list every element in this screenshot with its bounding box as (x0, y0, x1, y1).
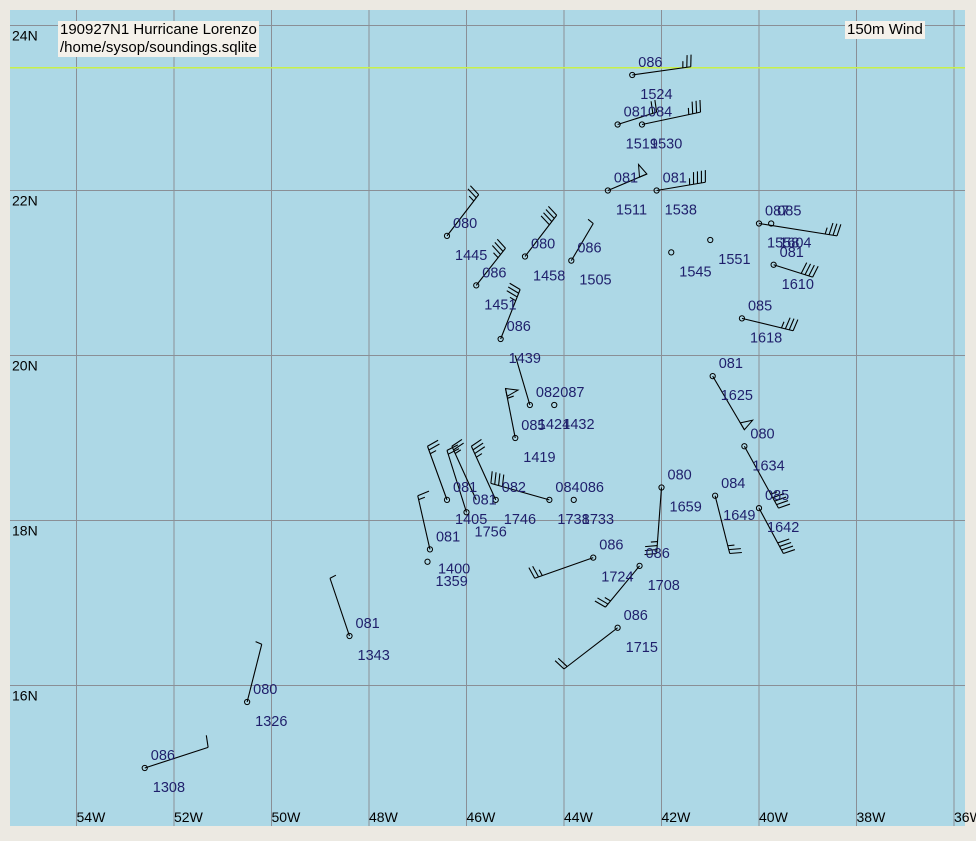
sounding-time-label: 1715 (626, 640, 658, 656)
wind-direction-label: 081 (780, 245, 804, 261)
wind-direction-label: 080 (668, 468, 692, 484)
sounding-time-label: 1432 (562, 417, 594, 433)
data-source-path: /home/sysop/soundings.sqlite (58, 39, 259, 57)
wind-direction-label: 082 (502, 480, 526, 496)
wind-direction-label: 086 (507, 319, 531, 335)
sounding-time-label: 1445 (455, 248, 487, 264)
wind-direction-label: 082 (536, 385, 560, 401)
sounding-time-label: 1343 (358, 648, 390, 664)
sounding-time-label: 1458 (533, 269, 565, 285)
sounding-time-label: 1524 (640, 87, 672, 103)
wind-direction-label: 085 (777, 204, 801, 220)
sounding-time-label: 1551 (718, 252, 750, 268)
sounding-time-label: 1746 (504, 512, 536, 528)
wind-direction-label: 081 (436, 529, 460, 545)
longitude-label: 36W (954, 809, 976, 825)
wind-direction-label: 087 (560, 385, 584, 401)
wind-direction-label: 086 (577, 241, 601, 257)
wind-direction-label: 081 (473, 492, 497, 508)
sounding-time-label: 1642 (767, 520, 799, 536)
storm-title: 190927N1 Hurricane Lorenzo (58, 21, 259, 39)
wind-direction-label: 081 (356, 616, 380, 632)
barb-full (700, 100, 701, 112)
wind-direction-label: 081 (614, 171, 638, 187)
wind-direction-label: 084 (555, 480, 579, 496)
sounding-time-label: 1649 (723, 508, 755, 524)
wind-direction-label: 081 (719, 356, 743, 372)
barb-full (692, 102, 693, 114)
wind-direction-label: 080 (750, 426, 774, 442)
sounding-time-label: 1511 (616, 203, 647, 219)
sounding-time-label: 1538 (665, 203, 697, 219)
ocean-area (10, 10, 965, 826)
sounding-time-label: 1659 (670, 500, 702, 516)
wind-direction-label: 086 (624, 608, 648, 624)
longitude-label: 40W (759, 809, 789, 825)
sounding-time-label: 1738 (557, 512, 589, 528)
latitude-label: 24N (12, 28, 38, 44)
longitude-label: 46W (467, 809, 497, 825)
wind-direction-label: 086 (599, 538, 623, 554)
sounding-time-label: 1439 (509, 351, 541, 367)
sounding-time-label: 1505 (579, 273, 611, 289)
latitude-label: 16N (12, 688, 38, 704)
wind-direction-label: 085 (748, 298, 772, 314)
sounding-time-label: 1724 (601, 570, 633, 586)
sounding-time-label: 1530 (650, 137, 682, 153)
latitude-label: 20N (12, 358, 38, 374)
latitude-label: 18N (12, 523, 38, 539)
wind-direction-label: 081 (663, 171, 687, 187)
wind-direction-label: 086 (151, 748, 175, 764)
level-label: 150m Wind (845, 21, 925, 39)
barb-half (651, 542, 658, 543)
sounding-time-label: 1708 (648, 578, 680, 594)
sounding-time-label: 1308 (153, 780, 185, 796)
wind-direction-label: 080 (453, 216, 477, 232)
wind-direction-label: 086 (638, 55, 662, 71)
longitude-label: 44W (564, 809, 594, 825)
wind-direction-label: 086 (482, 265, 506, 281)
wind-direction-label: 086 (646, 546, 670, 562)
wind-direction-label: 084 (721, 476, 745, 492)
sounding-time-label: 1545 (679, 264, 711, 280)
barb-full (696, 101, 697, 113)
sounding-time-label: 1610 (782, 277, 814, 293)
wind-direction-label: 085 (765, 488, 789, 504)
sounding-time-label: 1625 (721, 388, 753, 404)
sounding-time-label: 1400 (438, 561, 470, 577)
sounding-time-label: 1326 (255, 714, 287, 730)
wind-direction-label: 080 (531, 237, 555, 253)
longitude-label: 38W (857, 809, 887, 825)
wind-direction-label: 080 (253, 682, 277, 698)
longitude-label: 50W (272, 809, 302, 825)
longitude-label: 54W (77, 809, 107, 825)
longitude-label: 52W (174, 809, 204, 825)
wind-direction-label: 081 (624, 105, 648, 121)
sounding-time-label: 1618 (750, 330, 782, 346)
sounding-time-label: 1756 (475, 524, 507, 540)
barb-half (728, 545, 735, 546)
sounding-time-label: 1634 (752, 458, 784, 474)
sounding-time-label: 1451 (484, 297, 516, 313)
sounding-time-label: 1419 (523, 450, 555, 466)
wind-direction-label: 084 (648, 105, 672, 121)
longitude-label: 48W (369, 809, 399, 825)
wind-direction-label: 086 (580, 480, 604, 496)
longitude-label: 42W (662, 809, 692, 825)
latitude-label: 22N (12, 193, 38, 209)
